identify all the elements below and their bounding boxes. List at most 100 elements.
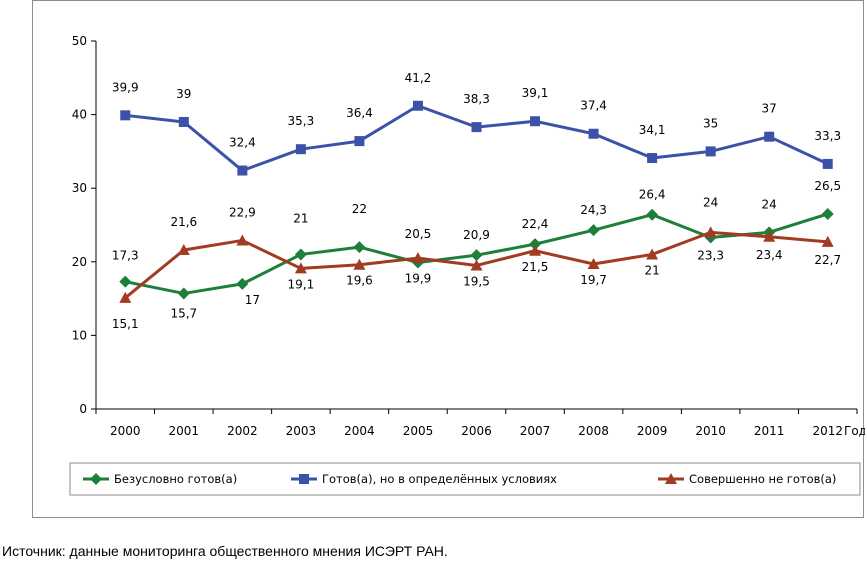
data-label: 21 xyxy=(293,211,308,225)
source-note: Источник: данные мониторинга общественно… xyxy=(2,543,448,559)
data-point xyxy=(177,244,190,256)
legend-marker xyxy=(90,473,102,485)
legend-label: Безусловно готов(а) xyxy=(114,472,237,486)
data-point xyxy=(587,258,600,270)
data-point xyxy=(530,116,541,127)
data-label: 19,7 xyxy=(580,273,607,287)
data-label: 20,9 xyxy=(463,228,490,242)
data-point xyxy=(646,248,659,260)
data-label: 37,4 xyxy=(580,99,607,113)
data-point xyxy=(120,110,131,121)
data-point xyxy=(647,153,658,164)
x-tick-label: 2008 xyxy=(578,424,609,438)
data-label: 36,4 xyxy=(346,106,373,120)
data-label: 26,5 xyxy=(814,179,841,193)
data-point xyxy=(119,275,132,288)
legend: Безусловно готов(а) Готов(а), но в опреде… xyxy=(69,462,861,496)
data-point xyxy=(821,207,834,220)
x-tick-label: 2009 xyxy=(637,424,668,438)
data-label: 24,3 xyxy=(580,203,607,217)
legend-label: Готов(а), но в определённых условиях xyxy=(322,472,557,486)
x-tick-label: 2011 xyxy=(754,424,785,438)
data-point xyxy=(295,144,306,155)
data-point xyxy=(588,128,599,139)
data-point xyxy=(471,122,482,133)
data-label: 38,3 xyxy=(463,92,490,106)
x-tick-label: 2012 xyxy=(812,424,843,438)
data-label: 17,3 xyxy=(112,249,139,263)
data-label: 19,5 xyxy=(463,274,490,288)
data-point xyxy=(177,287,190,300)
x-tick-label: 2010 xyxy=(695,424,726,438)
legend-box xyxy=(69,462,861,496)
data-point xyxy=(763,230,776,242)
legend-marker xyxy=(665,473,677,484)
y-tick-label: 10 xyxy=(72,328,87,342)
data-label: 33,3 xyxy=(814,129,841,143)
y-tick-label: 0 xyxy=(79,402,87,416)
data-label: 39,9 xyxy=(112,80,139,94)
data-point xyxy=(353,241,366,254)
x-axis-title: Год xyxy=(844,424,865,438)
x-tick-label: 2002 xyxy=(227,424,258,438)
legend-item-3: Совершенно не готов(а) xyxy=(658,472,836,486)
x-tick-label: 2003 xyxy=(286,424,317,438)
data-label: 34,1 xyxy=(639,123,666,137)
data-label: 39 xyxy=(176,87,191,101)
data-point xyxy=(821,235,834,247)
data-label: 15,1 xyxy=(112,317,139,331)
data-label: 41,2 xyxy=(405,71,432,85)
chart-frame: 0 10 20 30 40 50 2000 2001 2002 2003 2004 2005 2006 2… xyxy=(32,0,865,518)
data-point xyxy=(237,165,248,176)
data-label: 21,5 xyxy=(522,260,549,274)
data-label: 37 xyxy=(762,102,777,116)
y-tick-label: 30 xyxy=(72,181,87,195)
x-tick-label: 2001 xyxy=(169,424,200,438)
data-point xyxy=(353,258,366,270)
data-label: 26,4 xyxy=(639,188,666,202)
x-tick-label: 2007 xyxy=(520,424,551,438)
data-point xyxy=(822,158,833,169)
data-label: 22,7 xyxy=(814,253,841,267)
legend-marker xyxy=(299,474,309,484)
data-point xyxy=(119,291,132,303)
data-label: 23,4 xyxy=(756,248,783,262)
data-label: 15,7 xyxy=(170,306,197,320)
legend-item-1: Безусловно готов(а) xyxy=(83,472,237,486)
line-chart: 0 10 20 30 40 50 2000 2001 2002 2003 2004 2005 2006 2… xyxy=(69,34,865,496)
data-label: 17 xyxy=(245,293,260,307)
series-layer xyxy=(119,100,834,303)
data-label: 23,3 xyxy=(697,249,724,263)
data-label: 35,3 xyxy=(288,114,315,128)
data-point xyxy=(470,259,483,271)
data-point xyxy=(236,234,249,246)
data-labels: 17,3 15,7 17 21 22 19,9 20,9 22,4 24,3 26,4 23,3 24… xyxy=(112,71,841,331)
x-tick-label: 2005 xyxy=(403,424,434,438)
data-label: 21,6 xyxy=(170,215,197,229)
x-tick-label: 2004 xyxy=(344,424,375,438)
x-tick-label: 2000 xyxy=(110,424,141,438)
data-label: 19,9 xyxy=(405,272,432,286)
data-label: 22,4 xyxy=(522,217,549,231)
data-point xyxy=(587,224,600,237)
axes: 0 10 20 30 40 50 2000 2001 2002 2003 2004 2005 2006 2… xyxy=(72,34,865,438)
data-label: 19,1 xyxy=(288,277,315,291)
data-point xyxy=(705,146,716,157)
legend-item-2: Готов(а), но в определённых условиях xyxy=(291,472,557,486)
data-point xyxy=(412,100,423,111)
data-point xyxy=(178,116,189,127)
data-point xyxy=(470,249,483,262)
data-point xyxy=(354,136,365,147)
data-label: 24 xyxy=(762,197,777,211)
data-point xyxy=(294,248,307,261)
data-point xyxy=(294,262,307,274)
data-point xyxy=(529,238,542,251)
data-label: 39,1 xyxy=(522,86,549,100)
y-tick-label: 20 xyxy=(72,255,87,269)
data-label: 19,6 xyxy=(346,274,373,288)
data-label: 32,4 xyxy=(229,136,256,150)
data-point xyxy=(236,277,249,290)
data-point xyxy=(764,131,775,142)
data-point xyxy=(646,208,659,221)
data-label: 35 xyxy=(703,116,718,130)
